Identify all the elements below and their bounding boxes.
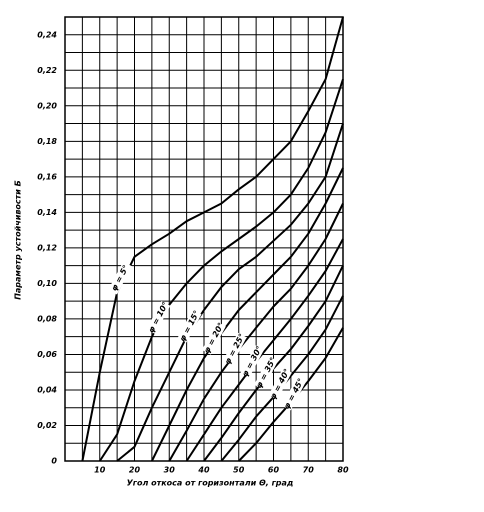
series-label: φ = 15° — [178, 309, 202, 343]
label-bg — [267, 367, 292, 401]
y-tick-label: 0,20 — [37, 101, 57, 110]
x-tick-label: 10 — [94, 466, 106, 475]
x-axis-label: Угол откоса от горизонтали Θ, град — [127, 479, 294, 488]
x-tick-label: 20 — [129, 466, 141, 475]
label-bg — [281, 377, 306, 411]
x-tick-label: 30 — [164, 466, 176, 475]
label-bg — [240, 345, 265, 379]
x-tick-label: 80 — [337, 466, 349, 475]
y-tick-label: 0,22 — [37, 66, 57, 75]
y-tick-label: 0,18 — [37, 137, 57, 146]
label-bg — [177, 309, 202, 343]
x-tick-label: 60 — [268, 466, 280, 475]
x-tick-label: 50 — [233, 466, 245, 475]
label-bg — [254, 356, 278, 390]
series-label: φ = 20° — [202, 321, 226, 355]
series-line — [116, 123, 344, 462]
series-line — [168, 203, 344, 462]
y-tick-label: 0,16 — [37, 172, 57, 181]
series-line — [151, 167, 344, 462]
y-tick-label: 0 — [51, 457, 57, 466]
y-tick-label: 0,10 — [37, 279, 57, 288]
y-tick-label: 0,06 — [37, 350, 57, 359]
y-tick-label: 0,14 — [37, 208, 57, 217]
y-axis-label: Параметр устойчивости Б — [14, 180, 23, 300]
series-label: φ = 25° — [223, 332, 247, 366]
y-tick-label: 0,08 — [37, 314, 57, 323]
label-bg — [146, 301, 171, 334]
label-bg — [108, 261, 133, 295]
label-bg — [222, 332, 247, 366]
series-label: φ = 10° — [146, 301, 170, 335]
label-bg — [201, 321, 226, 355]
x-tick-label: 40 — [197, 466, 210, 475]
y-tick-label: 0,02 — [37, 421, 57, 430]
y-tick-label: 0,04 — [37, 385, 57, 394]
y-tick-label: 0,12 — [37, 243, 57, 252]
series-line — [185, 238, 344, 462]
y-tick-label: 0,24 — [37, 30, 57, 39]
x-tick-label: 70 — [303, 466, 315, 475]
series-line — [98, 78, 344, 462]
